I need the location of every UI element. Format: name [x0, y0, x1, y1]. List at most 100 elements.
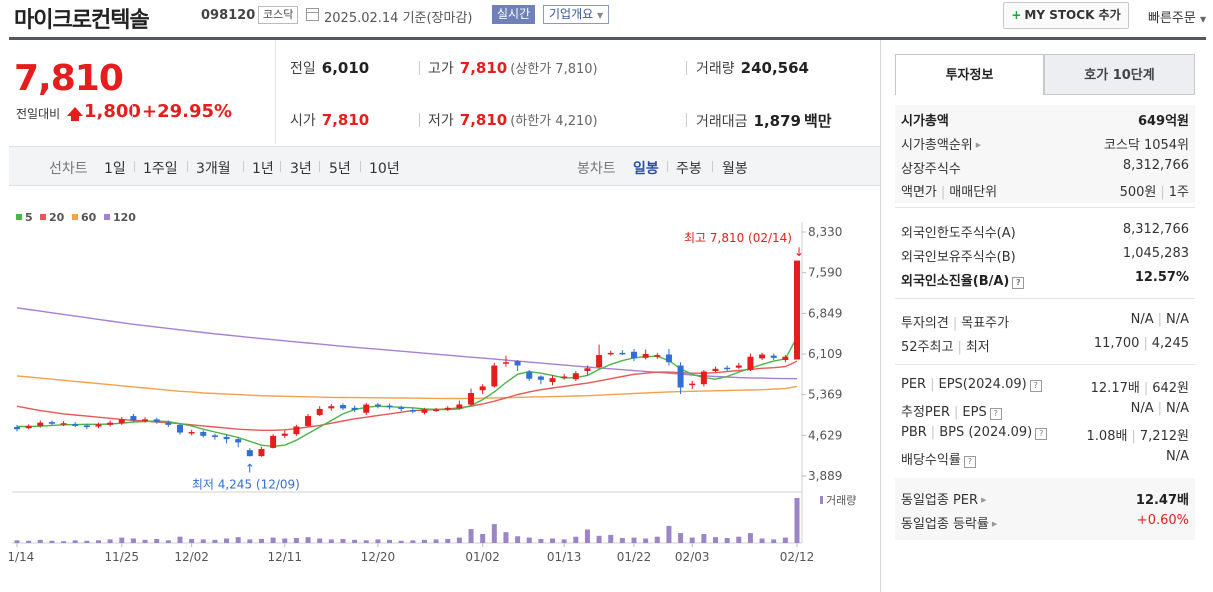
tab-order-book[interactable]: 호가 10단계 [1044, 54, 1195, 95]
divider [895, 207, 1195, 208]
candle-body [654, 355, 661, 357]
help-icon[interactable]: ? [989, 408, 1002, 420]
low-label: 저가 [428, 113, 454, 129]
candle-body [339, 405, 346, 409]
amount-unit: 백만 [803, 112, 832, 130]
price-chart[interactable]: 5 20 60 120 8,330 7,590 6,849 6,109 5,369 4,629 3,… [9, 186, 880, 592]
volume-bar [631, 537, 637, 543]
period-3y[interactable]: 3년 [290, 161, 312, 177]
min-annotation: 최저 4,245 (12/09) [192, 477, 300, 491]
candle-body [165, 422, 172, 425]
row-foreign-limit: 외국인한도주식수(A) 8,312,766 [901, 222, 1189, 244]
header-divider [9, 37, 1206, 40]
max-arrow-icon: ↓ [794, 245, 804, 259]
foreign-limit-value: 8,312,766 [1122, 222, 1189, 237]
row-per-eps: PER | EPS(2024.09)? 12.17배 | 642원 [901, 377, 1189, 396]
volume-bar [678, 533, 684, 543]
period-1y[interactable]: 1년 [252, 161, 274, 177]
volume-bar [212, 539, 218, 543]
help-icon[interactable]: ? [1029, 380, 1042, 392]
corp-overview-dropdown[interactable]: 기업개요 ▼ [543, 5, 610, 24]
candle-weekly[interactable]: 주봉 [676, 161, 702, 177]
candle-body [421, 409, 428, 413]
row-52week: 52주최고 | 최저 11,700 | 4,245 [901, 336, 1189, 355]
volume-bar [515, 536, 521, 543]
industry-rate-link[interactable]: 동일업종 등락률 ▶ [901, 513, 997, 532]
week52-low-label: 최저 [965, 340, 990, 355]
industry-per-link[interactable]: 동일업종 PER ▶ [901, 489, 986, 508]
candle-body [677, 365, 684, 388]
candle-body [200, 431, 207, 436]
candle-monthly[interactable]: 월봉 [722, 161, 748, 177]
help-icon[interactable]: ? [1035, 428, 1048, 440]
candle-body [456, 404, 463, 409]
x-tick-label: 11/25 [104, 550, 139, 564]
volume-bar [736, 536, 742, 543]
volume-bar [49, 540, 55, 543]
volume-bar [270, 537, 276, 543]
industry-per-value: 12.47배 [1135, 493, 1189, 508]
calendar-icon [306, 8, 319, 21]
volume-bar [61, 541, 67, 543]
my-stock-add-button[interactable]: + MY STOCK 추가 [1003, 2, 1129, 29]
volume-bar [526, 537, 532, 543]
candle-body [293, 426, 300, 435]
divider [419, 113, 420, 127]
rank-link[interactable]: 시가총액순위 ▶ [901, 134, 981, 153]
candle-body [572, 373, 579, 380]
industry-per-label: 동일업종 PER [901, 493, 979, 508]
row-rank: 시가총액순위 ▶ 코스닥 1054위 [901, 134, 1189, 156]
ma120-line [16, 307, 798, 380]
volume-bar [224, 538, 230, 543]
volume-bar [363, 540, 369, 543]
price-change: 1,800 [84, 101, 141, 122]
help-icon[interactable]: ? [963, 456, 976, 468]
period-5y[interactable]: 5년 [329, 161, 351, 177]
volume-bar [561, 539, 567, 543]
volume-bar [328, 539, 334, 543]
candle-body [118, 419, 125, 424]
period-3m[interactable]: 3개월 [196, 161, 231, 177]
candle-body [72, 424, 79, 426]
candle-daily[interactable]: 일봉 [633, 161, 659, 177]
help-icon[interactable]: ? [1012, 277, 1025, 289]
foreign-hold-label: 외국인보유주식수(B) [901, 250, 1016, 265]
est-eps-value: N/A [1166, 401, 1189, 416]
divider [667, 161, 668, 172]
quick-order-dropdown[interactable]: 빠른주문 ▼ [1148, 7, 1206, 26]
period-10y[interactable]: 10년 [369, 161, 400, 177]
candle-body [794, 260, 800, 360]
y-tick-label: 5,369 [808, 388, 842, 402]
opinion-label: 투자의견 [901, 316, 949, 331]
rank-label: 시가총액순위 [901, 138, 973, 153]
candle-body [95, 424, 102, 427]
volume-bar [14, 540, 20, 543]
target-value: N/A [1166, 312, 1189, 327]
volume-bar [491, 524, 497, 543]
realtime-button[interactable]: 실시간 [492, 5, 536, 24]
candle-body [514, 361, 521, 366]
caret-down-icon: ▼ [597, 11, 604, 20]
volume-bar [701, 534, 707, 543]
volume-bar [247, 539, 253, 543]
y-tick-label: 6,109 [808, 347, 842, 361]
est-per-label: 추정PER [901, 405, 951, 420]
candle-body [60, 423, 67, 425]
period-1d[interactable]: 1일 [104, 161, 126, 177]
volume-bar [37, 539, 43, 543]
volume-bar [759, 538, 765, 543]
lower-limit: (하한가 4,210) [510, 114, 598, 129]
tab-invest-info[interactable]: 투자정보 [895, 54, 1044, 95]
period-1w[interactable]: 1주일 [143, 161, 178, 177]
volume-label: 거래량 [826, 494, 856, 507]
candle-body [386, 405, 393, 408]
volume-bar [387, 539, 393, 543]
candlestick-chart[interactable]: 5 20 60 120 8,330 7,590 6,849 6,109 5,369 4,629 3,… [9, 186, 880, 592]
candle-body [153, 419, 160, 423]
row-est-per: 추정PER | EPS? N/A | N/A [901, 401, 1189, 420]
candle-body [561, 376, 568, 378]
divider [895, 364, 1195, 365]
bps-label: BPS (2024.09) [939, 425, 1033, 440]
candle-body [759, 354, 766, 359]
candle-body [770, 355, 777, 358]
